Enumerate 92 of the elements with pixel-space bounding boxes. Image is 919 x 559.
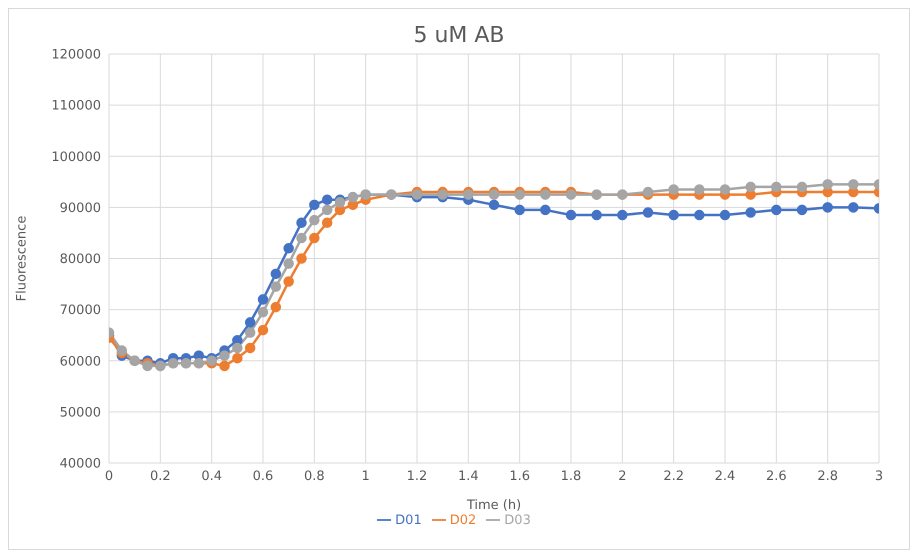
point [258,294,268,305]
point [668,210,679,220]
point [540,204,551,216]
point [668,184,679,195]
x-tick-label: 2 [618,469,626,484]
point [219,350,230,361]
point [270,302,282,312]
x-tick-label: 3 [874,469,884,484]
legend-label: D01 [395,513,422,528]
point [566,189,576,200]
y-tick-label: 80000 [60,252,101,268]
point [463,189,474,200]
point [334,197,346,208]
point [488,200,500,210]
point [745,207,756,218]
y-tick-label: 120000 [51,48,101,63]
y-tick-label: 90000 [60,200,101,216]
y-tick-label: 60000 [60,354,101,370]
point [232,335,243,346]
point [694,210,705,220]
point [848,179,859,190]
point [116,345,128,356]
point [514,189,525,200]
point [258,306,268,318]
point [412,189,422,200]
point [771,182,782,192]
point [309,214,320,226]
point [283,276,294,287]
point [720,210,730,220]
point [745,182,756,192]
point [244,327,256,338]
point [796,182,808,192]
x-tick-label: 2.6 [766,469,787,484]
y-tick-label: 100000 [51,150,101,165]
y-tick-label: 40000 [60,456,101,472]
legend-label: D02 [450,513,476,528]
y-tick-label: 70000 [60,303,101,318]
legend-label: D03 [504,513,531,528]
point [848,202,859,213]
point [322,194,332,205]
point [796,204,808,216]
y-tick-label: 50000 [60,405,101,420]
point [720,184,730,195]
point [309,232,320,244]
point [296,232,307,244]
x-tick-label: 1.8 [560,469,582,484]
point [296,217,307,228]
point [514,204,525,216]
point [270,281,282,292]
point [296,253,307,264]
x-tick-label: 0.6 [252,469,274,484]
point [771,204,782,216]
x-tick-label: 0 [104,469,114,484]
x-tick-label: 0.8 [304,469,325,484]
point [283,258,294,269]
x-tick-label: 1.6 [509,469,530,484]
point [258,324,268,336]
point [232,342,243,354]
point [206,356,217,366]
x-axis-title: Time (h) [466,498,522,513]
point [488,189,500,200]
x-tick-label: 2.8 [817,469,838,484]
x-tick-label: 2.2 [663,469,684,484]
chart-title: 5 uM AB [412,23,506,48]
point [540,189,551,200]
point [642,186,654,198]
point [232,352,243,364]
point [142,360,153,372]
x-tick-label: 1.2 [406,469,428,484]
point [219,360,230,372]
point [322,204,332,216]
point [322,217,332,228]
point [309,200,320,210]
point [694,184,705,195]
point [437,189,448,200]
point [642,207,654,218]
point [822,202,833,213]
x-tick-label: 1 [362,469,370,484]
point [822,179,833,190]
x-tick-label: 0.2 [150,469,171,484]
y-axis-title: Fluorescence [14,216,30,302]
point [244,317,256,328]
x-tick-label: 0.4 [201,469,222,484]
point [617,210,628,220]
point [244,342,256,354]
point [566,210,576,220]
y-tick-label: 110000 [51,98,101,114]
x-tick-label: 2.4 [714,469,736,484]
point [591,210,602,220]
x-tick-label: 1.4 [458,469,479,484]
point [270,268,282,280]
point [283,243,294,254]
